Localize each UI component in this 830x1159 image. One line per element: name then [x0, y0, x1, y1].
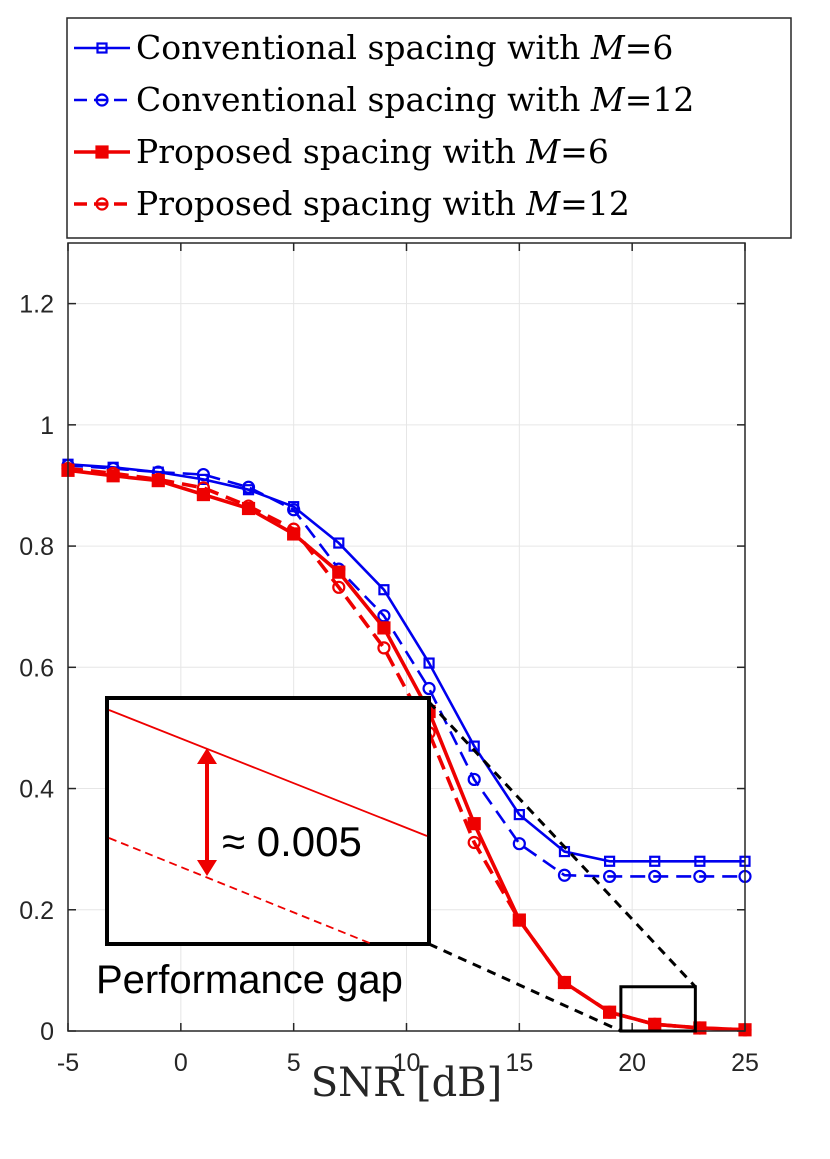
data-point	[423, 657, 435, 669]
data-point	[602, 869, 617, 884]
legend-label: Proposed spacing with M=12	[136, 184, 630, 223]
gap-label: ≈ 0.005	[222, 818, 362, 865]
x-tick-label: 10	[393, 1049, 421, 1077]
data-point	[467, 817, 481, 831]
series-line	[67, 468, 746, 1032]
data-point	[513, 809, 525, 821]
x-tick-label: 0	[174, 1049, 188, 1077]
x-tick-label: 5	[287, 1049, 301, 1077]
data-point	[694, 855, 706, 867]
legend-label-value: =6	[560, 132, 609, 171]
data-point	[377, 641, 391, 655]
legend-label-text: Conventional spacing with	[136, 28, 591, 67]
legend-marker	[96, 42, 108, 54]
series-layer	[61, 458, 752, 1037]
legend-label-text: Proposed spacing with	[136, 132, 526, 171]
legend-entry-4: Proposed spacing with M=12	[74, 184, 630, 223]
x-tick-label: 20	[618, 1049, 646, 1077]
data-point	[378, 584, 390, 596]
zoom-annotation	[427, 700, 697, 1033]
grid	[67, 243, 746, 1032]
y-tick-label: 0.4	[19, 776, 54, 804]
data-point	[241, 480, 256, 494]
data-point	[512, 913, 526, 927]
series-line	[67, 464, 745, 878]
legend: Conventional spacing with M=6Conventiona…	[66, 17, 792, 239]
data-point	[648, 869, 662, 884]
legend-label: Conventional spacing with M=12	[136, 80, 694, 119]
data-point	[377, 621, 391, 635]
data-point	[332, 580, 346, 594]
inset-connector-top	[427, 700, 697, 988]
legend-entry-1: Conventional spacing with M=6	[74, 28, 673, 67]
legend-label-variable: M	[590, 80, 626, 119]
data-point	[332, 565, 346, 579]
data-point	[557, 868, 572, 882]
legend-label-text: Proposed spacing with	[136, 184, 526, 223]
legend-label-variable: M	[525, 132, 561, 171]
data-point	[467, 835, 481, 850]
inset-connector-bottom	[428, 942, 622, 1033]
legend-label-text: Conventional spacing with	[136, 80, 591, 119]
x-tick-label: 25	[731, 1049, 759, 1077]
legend-label: Conventional spacing with M=6	[136, 28, 673, 67]
data-point	[377, 609, 391, 623]
legend-box	[66, 17, 792, 239]
legend-marker	[95, 197, 109, 211]
data-point	[196, 467, 210, 482]
data-point	[693, 869, 707, 884]
series-line	[67, 462, 745, 863]
x-axis-title: SNR [dB]	[311, 1060, 502, 1106]
data-point	[467, 772, 481, 787]
legend-entry-3: Proposed spacing with M=6	[74, 132, 609, 171]
y-tick-label: 1.2	[19, 291, 54, 319]
zoom-box	[619, 985, 697, 1033]
data-point	[287, 503, 301, 517]
data-point	[241, 499, 256, 513]
legend-label-value: =12	[625, 80, 695, 119]
y-tick-label: 0.2	[19, 897, 54, 925]
data-point	[603, 855, 616, 867]
data-point	[333, 537, 345, 549]
data-point	[602, 1005, 617, 1019]
inset-label: Performance gap	[96, 958, 403, 1002]
data-point	[557, 975, 572, 990]
legend-marker	[95, 145, 109, 159]
data-point	[649, 855, 661, 867]
y-tick-label: 1	[40, 412, 54, 440]
data-point	[422, 681, 436, 696]
legend-marker	[95, 93, 109, 107]
x-tick-label: -5	[57, 1049, 79, 1077]
legend-label-variable: M	[590, 28, 626, 67]
data-point	[512, 837, 526, 851]
inset-line-proposed-m6	[108, 709, 428, 837]
data-point	[106, 466, 120, 480]
legend-label: Proposed spacing with M=6	[136, 132, 609, 171]
y-tick-label: 0	[40, 1018, 54, 1046]
data-point	[196, 487, 210, 502]
y-tick-label: 0.8	[19, 533, 54, 561]
x-tick-label: 15	[505, 1049, 533, 1077]
y-tick-label: 0.6	[19, 654, 54, 682]
inset: ≈ 0.005 Performance gap	[96, 696, 431, 1002]
data-point	[196, 481, 210, 495]
legend-label-variable: M	[525, 184, 561, 223]
data-point	[151, 472, 165, 486]
data-point	[197, 473, 209, 485]
inset-line-proposed-m12	[108, 837, 373, 945]
legend-label-value: =6	[625, 28, 674, 67]
legend-label-value: =12	[560, 184, 630, 223]
gap-arrow-down-icon	[197, 860, 217, 876]
data-point	[287, 522, 301, 536]
legend-entry-2: Conventional spacing with M=12	[74, 80, 694, 119]
gap-arrow-up-icon	[197, 748, 217, 764]
